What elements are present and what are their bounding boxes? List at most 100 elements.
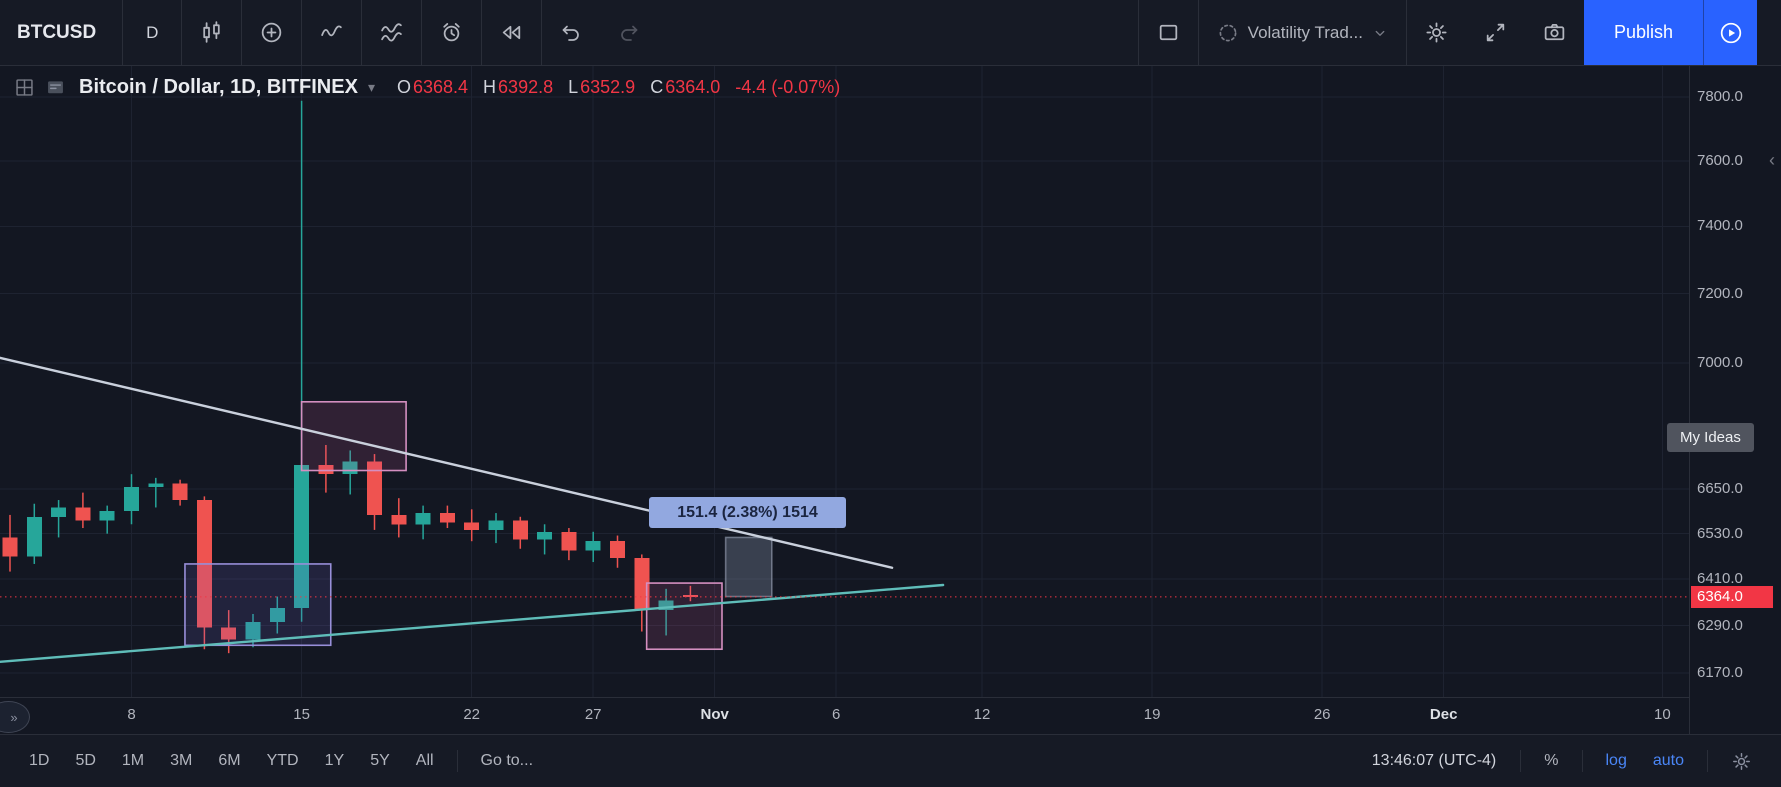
cloud-sync-icon xyxy=(1219,24,1237,41)
range-1d-button[interactable]: 1D xyxy=(16,752,62,770)
low-value: 6352.9 xyxy=(580,77,636,97)
candle-body xyxy=(367,461,382,515)
alert-button[interactable] xyxy=(422,0,481,65)
candle-body xyxy=(512,520,528,540)
log-scale-button[interactable]: log xyxy=(1593,752,1640,770)
candle-body xyxy=(269,608,285,622)
accumulation-zone-1[interactable] xyxy=(184,563,332,647)
percent-scale-button[interactable]: % xyxy=(1531,752,1571,770)
divider xyxy=(1197,0,1199,65)
range-1m-button[interactable]: 1M xyxy=(109,752,157,770)
redo-button[interactable] xyxy=(600,0,658,65)
close-label: C xyxy=(650,77,664,97)
divider xyxy=(241,0,243,65)
range-6m-button[interactable]: 6M xyxy=(205,752,253,770)
redo-icon xyxy=(621,25,638,41)
chart-type-button[interactable] xyxy=(182,0,241,65)
time-axis[interactable]: 8 15 22 27 Nov 6 12 19 26 Dec 10 xyxy=(0,697,1689,735)
publish-menu-button[interactable] xyxy=(1703,0,1757,65)
symbol-title[interactable]: Bitcoin / Dollar, 1D, BITFINEX xyxy=(79,76,358,98)
candle-body xyxy=(245,621,261,640)
snapshot-button[interactable] xyxy=(1525,0,1584,65)
breakout-zone[interactable] xyxy=(300,401,407,472)
footer-settings-button[interactable] xyxy=(1718,751,1765,772)
range-ytd-button[interactable]: YTD xyxy=(254,752,312,770)
change-value: -4.4 (-0.07%) xyxy=(735,77,841,97)
chart-settings-button[interactable] xyxy=(1407,0,1466,65)
clock-button[interactable]: 13:46:07 (UTC-4) xyxy=(1358,752,1511,770)
price-tick-label: 6530.0 xyxy=(1697,524,1743,542)
interval-button[interactable]: D xyxy=(123,0,181,65)
range-1y-button[interactable]: 1Y xyxy=(312,752,358,770)
legend-pane-button[interactable] xyxy=(45,77,66,98)
compare-button[interactable] xyxy=(242,0,301,65)
open-label: O xyxy=(396,77,411,97)
time-tick-label: 22 xyxy=(463,706,481,723)
time-tick-label: 8 xyxy=(127,706,136,723)
candle-body xyxy=(682,595,698,597)
candle-body xyxy=(415,513,431,525)
chart-legend: Bitcoin / Dollar, 1D, BITFINEX ▾ O 6368.4… xyxy=(14,76,840,99)
price-tick-label: 7600.0 xyxy=(1697,151,1743,169)
time-tick-label: 26 xyxy=(1313,706,1331,723)
indicators-button[interactable] xyxy=(302,0,361,65)
divider xyxy=(301,0,303,65)
collapse-right-panel-button[interactable]: ‹ xyxy=(1769,150,1775,170)
range-3m-button[interactable]: 3M xyxy=(157,752,205,770)
projection-zone[interactable] xyxy=(724,536,773,598)
candle-body xyxy=(488,520,504,530)
indicator-templates-button[interactable] xyxy=(362,0,421,65)
my-ideas-tooltip: My Ideas xyxy=(1667,423,1754,452)
time-tick-label: 19 xyxy=(1143,706,1161,723)
measure-tooltip[interactable]: 151.4 (2.38%) 1514 xyxy=(649,497,846,528)
bar-replay-button[interactable] xyxy=(482,0,541,65)
templates-icon xyxy=(381,23,403,42)
goto-button[interactable]: Go to... xyxy=(468,752,546,770)
descending-resistance-line[interactable] xyxy=(0,356,894,569)
high-label: H xyxy=(483,77,497,97)
divider xyxy=(122,0,124,65)
accumulation-zone-2[interactable] xyxy=(645,582,723,651)
divider xyxy=(1520,750,1522,772)
multichart-layout-button[interactable] xyxy=(1139,0,1198,65)
candle-body xyxy=(75,507,91,521)
candle-body xyxy=(172,483,188,501)
pane-icon xyxy=(48,81,63,94)
legend-chevron-down-icon[interactable]: ▾ xyxy=(367,79,375,95)
divider xyxy=(421,0,423,65)
collapsed-toolbar-button[interactable]: » xyxy=(0,701,30,733)
candle-body xyxy=(51,507,67,517)
replay-icon xyxy=(503,25,521,40)
time-tick-label: 6 xyxy=(832,706,841,723)
range-5y-button[interactable]: 5Y xyxy=(357,752,403,770)
price-tick-label: 6290.0 xyxy=(1697,616,1743,634)
play-icon xyxy=(1720,22,1741,43)
price-tick-label: 7400.0 xyxy=(1697,217,1743,235)
fullscreen-button[interactable] xyxy=(1466,0,1525,65)
footer-right-group: 13:46:07 (UTC-4) % log auto xyxy=(1358,750,1765,772)
top-toolbar: BTCUSD D xyxy=(0,0,1781,66)
price-tick-label: 6410.0 xyxy=(1697,570,1743,588)
range-5d-button[interactable]: 5D xyxy=(62,752,108,770)
time-tick-label: 15 xyxy=(293,706,310,723)
auto-scale-button[interactable]: auto xyxy=(1640,752,1697,770)
grid-icon xyxy=(16,79,33,96)
price-axis[interactable]: 7800.0 7600.0 7400.0 7200.0 7000.0 6650.0 6530… xyxy=(1689,65,1781,734)
layout-name-button[interactable]: Volatility Trad... xyxy=(1199,0,1406,65)
settings-gear-icon xyxy=(1426,22,1447,43)
legend-grid-button[interactable] xyxy=(14,77,35,98)
settings-gear-icon xyxy=(1733,752,1750,770)
divider xyxy=(456,750,458,772)
chart-canvas[interactable] xyxy=(0,0,1689,697)
last-price-label: 6364.0 xyxy=(1691,585,1773,608)
low-label: L xyxy=(568,77,579,97)
ascending-support-line[interactable] xyxy=(0,583,945,664)
candle-body xyxy=(99,511,115,521)
undo-button[interactable] xyxy=(542,0,600,65)
publish-button[interactable]: Publish xyxy=(1583,0,1703,65)
symbol-button[interactable]: BTCUSD xyxy=(0,0,122,65)
layout-name-label: Volatility Trad... xyxy=(1247,22,1363,42)
candle-body xyxy=(658,600,674,611)
candle-body xyxy=(221,627,237,640)
range-all-button[interactable]: All xyxy=(403,752,447,770)
